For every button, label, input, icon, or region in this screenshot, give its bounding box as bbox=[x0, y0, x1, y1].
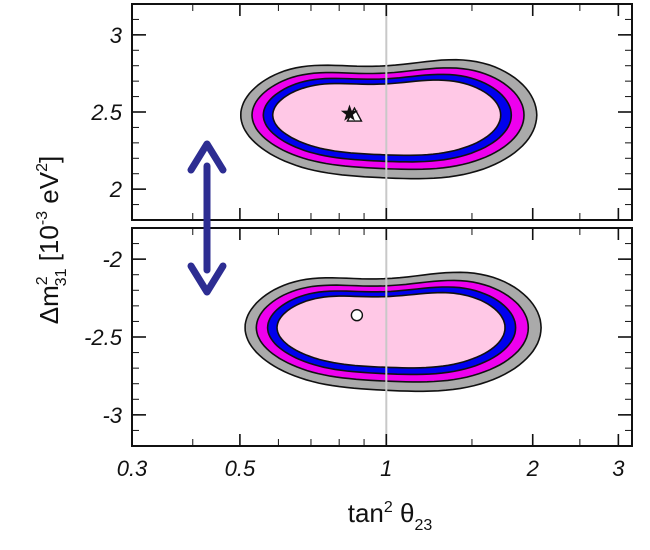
x-tick-label: 2 bbox=[526, 456, 539, 481]
arrow-head-down bbox=[187, 262, 227, 296]
y-tick-label: 2.5 bbox=[90, 100, 122, 125]
x-tick-label: 3 bbox=[612, 456, 625, 481]
best-fit-circle bbox=[350, 309, 364, 322]
y-tick-label: -2 bbox=[102, 247, 122, 272]
x-axis-title: tan2 θ23 bbox=[348, 498, 433, 534]
x-tick-label: 1 bbox=[380, 456, 392, 481]
panel-normal-hierarchy: 22.53 bbox=[90, 3, 633, 221]
arrow-head-up bbox=[187, 140, 227, 174]
y-tick-label: 3 bbox=[110, 23, 123, 48]
x-tick-label: 0.3 bbox=[117, 456, 148, 481]
y-axis-title: Δm2 31 [10-3 eV2] bbox=[34, 156, 70, 325]
y-tick-label: 2 bbox=[109, 177, 122, 202]
panel-inverted-hierarchy: -2 -2.5 -3 bbox=[84, 227, 633, 447]
y-tick-label: -3 bbox=[102, 403, 122, 428]
y-tick-label: -2.5 bbox=[84, 325, 123, 350]
best-fit-star bbox=[340, 104, 358, 121]
x-tick-label: 0.5 bbox=[225, 456, 256, 481]
contour-inner bbox=[276, 291, 506, 369]
